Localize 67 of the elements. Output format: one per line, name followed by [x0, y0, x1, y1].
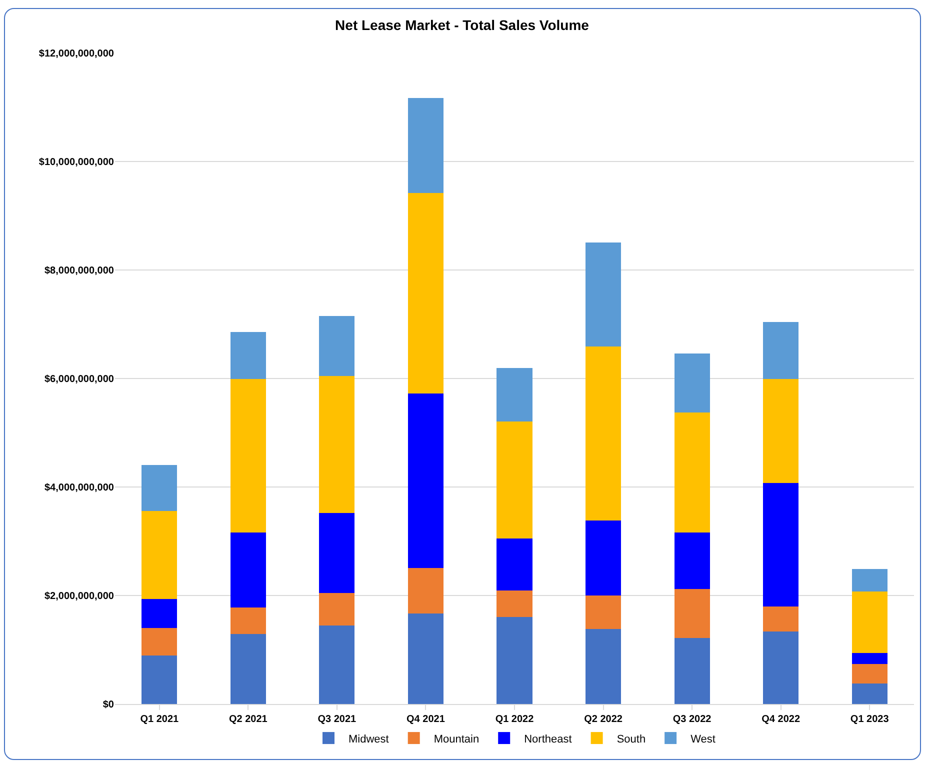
x-tick-label: Q2 2022: [584, 714, 623, 725]
bar: [586, 596, 622, 630]
x-tick-label: Q3 2022: [672, 714, 712, 725]
bar: [230, 532, 266, 608]
bar: [674, 638, 710, 704]
y-tick-label: $12,000,000,000: [38, 48, 114, 60]
bar: [763, 483, 799, 606]
bar: [674, 412, 710, 533]
bar: [852, 568, 888, 592]
bar: [319, 625, 355, 704]
bar: [586, 520, 622, 596]
x-tick-label: Q1 2022: [495, 714, 534, 725]
x-tick-label: Q4 2022: [762, 714, 800, 725]
bar: [319, 376, 355, 514]
bar: [586, 242, 622, 346]
bar: [674, 354, 710, 413]
legend-label: Midwest: [348, 733, 389, 746]
bar: [852, 592, 888, 654]
bar: [763, 631, 799, 704]
bar: [319, 513, 355, 593]
bar: [763, 322, 799, 380]
bar: [763, 606, 799, 632]
y-tick-label: $10,000,000,000: [38, 157, 114, 168]
y-tick-label: $2,000,000,000: [44, 591, 114, 602]
x-tick-label: Q2 2021: [228, 714, 268, 725]
bar: [142, 510, 178, 599]
bar: [142, 628, 178, 656]
y-tick-label: $0: [102, 700, 114, 710]
bar: [142, 464, 178, 511]
bar: [852, 653, 888, 664]
y-tick-label: $8,000,000,000: [44, 266, 114, 276]
bar: [586, 629, 622, 704]
y-tick-label: $6,000,000,000: [44, 374, 114, 385]
x-tick-label: Q4 2021: [406, 714, 446, 725]
bar: [230, 634, 266, 704]
bar: [496, 590, 532, 618]
y-tick-label: $4,000,000,000: [44, 482, 114, 494]
bar: [674, 532, 710, 589]
bar: [142, 598, 178, 628]
x-tick-label: Q3 2021: [318, 714, 357, 725]
bar: [674, 588, 710, 638]
bar: [852, 664, 888, 684]
chart-title: Net Lease Market - Total Sales Volume: [335, 17, 590, 34]
bar: [496, 368, 532, 422]
bar: [319, 316, 355, 376]
x-tick-label: Q1 2021: [140, 714, 180, 725]
bar: [142, 656, 178, 704]
bar: [230, 332, 266, 380]
bar: [408, 568, 444, 614]
legend-label: West: [690, 733, 716, 746]
bar: [408, 613, 444, 704]
legend-label: South: [616, 733, 646, 746]
x-tick-label: Q1 2023: [850, 714, 890, 725]
bar: [230, 607, 266, 634]
bar: [852, 683, 888, 704]
bar: [763, 379, 799, 484]
bar: [408, 98, 444, 193]
legend-label: Northeast: [524, 733, 572, 746]
bar: [408, 192, 444, 394]
bar: [496, 421, 532, 539]
bar: [496, 617, 532, 704]
bar: [586, 346, 622, 521]
bar: [496, 538, 532, 591]
bar: [319, 592, 355, 626]
legend-label: Mountain: [434, 733, 480, 746]
bar: [408, 394, 444, 568]
bar: [230, 379, 266, 533]
